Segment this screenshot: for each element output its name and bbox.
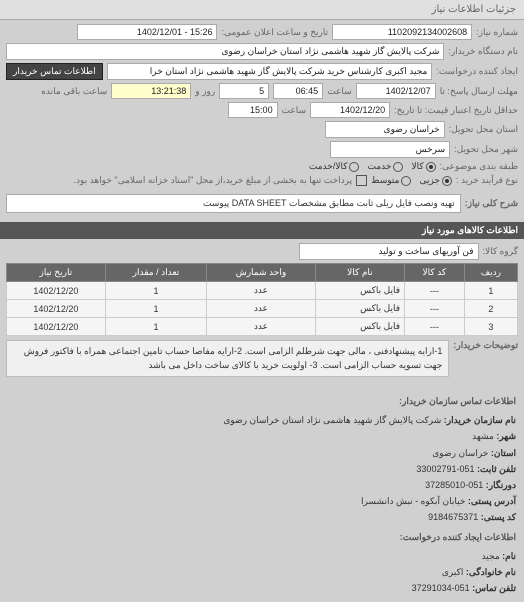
remaining-label: ساعت باقی مانده [41,86,107,97]
table-cell: فایل باکس [315,318,404,336]
table-cell: فایل باکس [315,300,404,318]
deadline-time-field: 06:45 [273,83,323,99]
contact-section: اطلاعات تماس سازمان خریدار: نام سازمان خ… [0,384,524,602]
delivery-city-field: سرخس [330,141,450,158]
buyer-notes-box: 1-ارایه پیشنهادفنی ، مالی جهت شرطلم الزا… [6,340,449,377]
name-label: نام: [502,551,516,561]
contact-phone-label: تلفن تماس: [472,583,516,593]
province-label: استان: [491,448,516,458]
family-value: اکبری [442,567,464,577]
radio-khadmat[interactable]: خدمت [367,161,403,172]
buyer-notes-label: توضیحات خریدار: [453,340,518,351]
radio-motevaset[interactable]: متوسط [371,175,411,186]
process-radio-group: جزیی متوسط [371,175,452,186]
fax-value: 051-37285010 [425,480,483,490]
req-no-label: شماره نیاز: [476,27,518,38]
table-cell: 1402/12/20 [7,282,106,300]
phone-label: تلفن ثابت: [477,464,516,474]
public-datetime-label: تاریخ و ساعت اعلان عمومی: [221,27,328,38]
process-type-label: نوع فرآیند خرید : [456,175,518,186]
items-table: ردیفکد کالانام کالاواحد شمارشتعداد / مقد… [6,263,518,336]
table-cell: فایل باکس [315,282,404,300]
table-cell: 3 [464,318,517,336]
name-value: مجید [482,551,500,561]
desc-label: شرح کلی نیاز: [465,198,518,209]
city-value: مشهد [472,431,494,441]
validity-label: حداقل تاریخ اعتبار قیمت: تا تاریخ: [394,105,518,116]
phone-value: 051-33002791 [416,464,474,474]
table-header: واحد شمارش [207,264,316,282]
time-label-1: ساعت [327,86,352,97]
public-datetime-field: 15:26 - 1402/12/01 [77,24,217,40]
table-cell: 1 [464,282,517,300]
postal-value: 9184675371 [428,512,478,522]
table-cell: 2 [464,300,517,318]
province-value: خراسان رضوی [432,448,488,458]
buyer-label: نام دستگاه خریدار: [448,46,518,57]
validity-time-field: 15:00 [228,102,278,118]
table-header: ردیف [464,264,517,282]
delivery-province-label: استان محل تحویل: [449,124,518,135]
deadline-date-field: 1402/12/07 [356,83,436,99]
table-row: 3---فایل باکسعدد11402/12/20 [7,318,518,336]
table-cell: عدد [207,318,316,336]
table-cell: عدد [207,300,316,318]
desc-field: تهیه ونصب فایل ریلی ثابت مطابق مشخصات DA… [6,194,461,213]
table-cell: --- [405,282,465,300]
radio-kala-khadmat[interactable]: کالا/خدمت [309,161,360,172]
contact-phone-value: 051-37291034 [412,583,470,593]
table-cell: 1402/12/20 [7,318,106,336]
budget-radio-group: کالا خدمت کالا/خدمت [309,161,436,172]
radio-jozi[interactable]: جزیی [419,175,452,186]
table-header: کد کالا [405,264,465,282]
remaining-time-field: 13:21:38 [111,83,191,99]
header-section: شماره نیاز: 1102092134002608 تاریخ و ساع… [0,20,524,222]
family-label: نام خانوادگی: [466,567,516,577]
contact-section-title: اطلاعات تماس سازمان خریدار: [8,393,516,409]
table-row: 2---فایل باکسعدد11402/12/20 [7,300,518,318]
buyer-field: شرکت پالایش گاز شهید هاشمی نژاد استان خر… [6,43,444,60]
table-cell: 1 [105,282,206,300]
fax-label: دورنگار: [486,480,516,490]
table-row: 1---فایل باکسعدد11402/12/20 [7,282,518,300]
partial-payment-checkbox[interactable] [356,175,367,186]
address-label: آدرس پستی: [468,496,516,506]
items-header-bar: اطلاعات کالاهای مورد نیاز [0,222,524,239]
validity-date-field: 1402/12/20 [310,102,390,118]
budget-class-label: طبقه بندی موضوعی: [440,161,518,172]
requester-field: مجید اکبری کارشناس خرید شرکت پالایش گاز … [107,63,433,80]
contact-buyer-button[interactable]: اطلاعات تماس خریدار [6,63,103,80]
table-cell: عدد [207,282,316,300]
postal-label: کد پستی: [481,512,516,522]
table-header: تاریخ نیاز [7,264,106,282]
org-label: نام سازمان خریدار: [444,415,516,425]
city-label: شهر: [496,431,516,441]
days-field: 5 [219,83,269,99]
time-label-2: ساعت [282,105,307,116]
group-label: گروه کالا: [483,246,518,257]
deadline-label: مهلت ارسال پاسخ: تا [440,86,518,97]
creator-section-title: اطلاعات ایجاد کننده درخواست: [8,529,516,545]
address-value: خیابان آبکوه - نبش دانشسرا [361,496,465,506]
table-header: تعداد / مقدار [105,264,206,282]
group-field: فن آوریهای ساخت و تولید [299,243,479,260]
partial-payment-label: پرداخت تنها به بخشی از مبلغ خرید،از محل … [74,175,353,186]
req-no-field: 1102092134002608 [332,24,472,40]
table-cell: --- [405,318,465,336]
delivery-province-field: خراسان رضوی [325,121,445,138]
table-cell: 1 [105,318,206,336]
requester-label: ایجاد کننده درخواست: [436,66,518,77]
table-cell: --- [405,300,465,318]
table-cell: 1402/12/20 [7,300,106,318]
delivery-city-label: شهر محل تحویل: [454,144,518,155]
days-label: روز و [195,86,215,97]
table-header: نام کالا [315,264,404,282]
tab-header: جزئیات اطلاعات نیاز [0,0,524,20]
radio-kala[interactable]: کالا [411,161,435,172]
table-cell: 1 [105,300,206,318]
org-value: شرکت پالایش گاز شهید هاشمی نژاد استان خر… [223,415,441,425]
